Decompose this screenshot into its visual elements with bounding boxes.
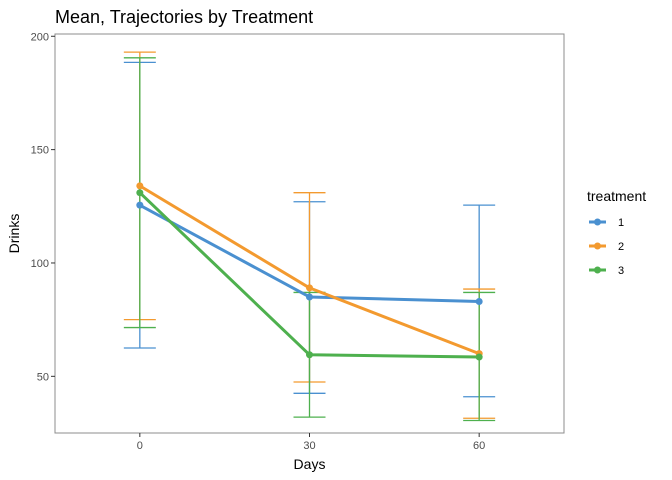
data-point — [475, 298, 483, 306]
legend-key-point — [594, 218, 601, 226]
data-point — [136, 201, 144, 209]
x-tick-label: 60 — [473, 440, 485, 452]
y-axis: 50 100 150 200 — [31, 31, 55, 383]
x-tick-label: 0 — [137, 440, 143, 452]
data-point — [136, 182, 144, 190]
legend-label: 1 — [618, 217, 624, 229]
y-tick-label: 100 — [31, 258, 49, 270]
legend-item-1: 1 — [589, 217, 624, 229]
y-tick-label: 50 — [37, 371, 49, 383]
data-point — [136, 189, 144, 197]
x-axis-title: Days — [294, 456, 326, 472]
data-point — [306, 293, 313, 301]
y-axis-title: Drinks — [6, 214, 22, 254]
data-point — [306, 284, 313, 292]
legend-item-3: 3 — [589, 265, 624, 277]
x-tick-label: 30 — [303, 440, 315, 452]
legend-items: 1 2 3 — [589, 217, 624, 277]
legend: treatment 1 2 3 — [587, 188, 646, 277]
legend-key-point — [594, 266, 601, 274]
legend-label: 2 — [618, 241, 624, 253]
data-point — [306, 351, 313, 359]
legend-key-point — [594, 242, 601, 250]
legend-title: treatment — [587, 188, 646, 204]
data-point — [475, 353, 483, 361]
chart-title: Mean, Trajectories by Treatment — [55, 7, 313, 27]
y-tick-label: 150 — [31, 145, 49, 157]
series-layer — [123, 51, 496, 422]
legend-label: 3 — [618, 265, 624, 277]
legend-item-2: 2 — [589, 241, 624, 253]
x-axis: 0 30 60 — [137, 433, 485, 452]
y-tick-label: 200 — [31, 31, 49, 43]
